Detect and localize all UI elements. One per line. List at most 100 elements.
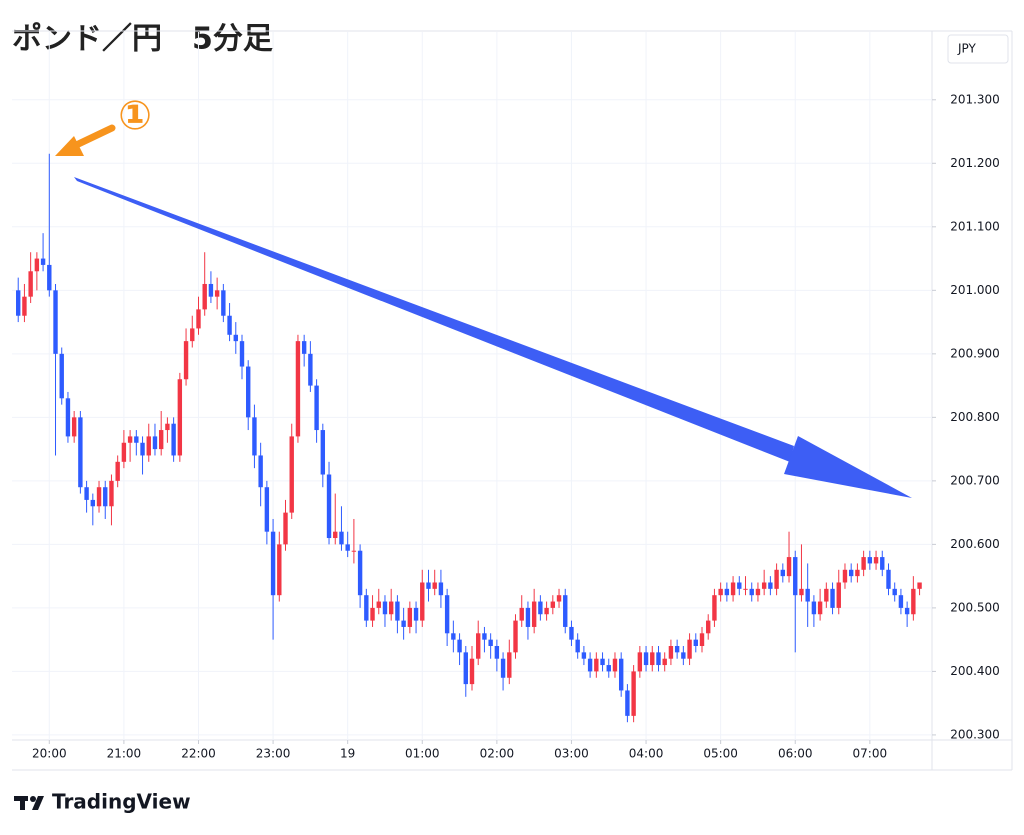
candle-body xyxy=(426,582,431,589)
candle-body xyxy=(444,595,450,634)
candle-body xyxy=(121,442,127,462)
candle-body xyxy=(376,601,381,608)
x-tick-label: 06:00 xyxy=(778,747,813,761)
candle-body xyxy=(904,607,910,615)
candle-body xyxy=(805,588,810,602)
x-tick-label: 07:00 xyxy=(853,747,888,761)
candle-body xyxy=(892,588,897,596)
candle-body xyxy=(382,601,388,615)
candle-body xyxy=(208,283,214,297)
candle-body xyxy=(326,474,332,539)
trend-arrow-head xyxy=(784,436,912,498)
candle-body xyxy=(395,601,400,621)
candle-body xyxy=(34,258,40,272)
candle-body xyxy=(848,569,854,577)
candle-body xyxy=(314,385,319,431)
candle-body xyxy=(842,569,848,583)
candle-body xyxy=(103,487,108,507)
candle-body xyxy=(134,436,139,443)
candle-body xyxy=(581,652,587,659)
candle-body xyxy=(861,557,866,570)
candle-body xyxy=(755,588,761,596)
candle-body xyxy=(656,652,661,666)
candle-body xyxy=(40,258,46,265)
candle-body xyxy=(519,607,524,621)
candle-body xyxy=(295,341,301,437)
candle-body xyxy=(413,607,419,621)
candle-body xyxy=(817,601,823,615)
candle-body xyxy=(600,658,605,666)
candle-body xyxy=(370,607,375,621)
candle-body xyxy=(855,569,860,577)
x-tick-label: 21:00 xyxy=(107,747,142,761)
candle-body xyxy=(246,366,251,418)
candle-body xyxy=(761,582,767,589)
candle-body xyxy=(351,550,357,552)
candle-body xyxy=(674,646,680,653)
candle-body xyxy=(544,607,549,615)
y-tick-label: 200.800 xyxy=(950,410,1000,424)
candle-body xyxy=(687,639,692,659)
candle-body xyxy=(339,531,344,545)
x-tick-label: 04:00 xyxy=(629,747,664,761)
candle-body xyxy=(873,557,879,564)
candle-body xyxy=(637,652,643,672)
candle-body xyxy=(84,487,89,500)
candle-body xyxy=(625,690,630,716)
x-tick-label: 23:00 xyxy=(256,747,291,761)
candle-body xyxy=(811,601,817,615)
candle-body xyxy=(587,658,593,672)
candle-body xyxy=(289,436,294,513)
brand-logo xyxy=(14,796,44,810)
candle-body xyxy=(432,582,437,589)
candle-body xyxy=(457,639,462,653)
candle-body xyxy=(96,487,102,507)
candle-body xyxy=(911,588,916,615)
candle-body xyxy=(650,652,655,666)
candle-body xyxy=(22,296,27,316)
x-tick-label: 03:00 xyxy=(554,747,589,761)
candle-body xyxy=(668,646,674,659)
y-tick-label: 200.300 xyxy=(950,727,1000,741)
y-tick-label: 200.500 xyxy=(950,600,1000,614)
candle-body xyxy=(538,601,543,615)
candle-body xyxy=(718,588,723,596)
candle-body xyxy=(463,652,468,685)
candle-body xyxy=(252,417,257,456)
candle-body xyxy=(730,582,736,596)
candle-body xyxy=(774,569,779,589)
grid xyxy=(12,32,932,740)
candle-body xyxy=(127,436,133,443)
candle-body xyxy=(146,436,151,456)
candle-body xyxy=(202,283,207,310)
candle-body xyxy=(152,436,158,450)
marker-arrow-head xyxy=(55,136,84,156)
y-tick-label: 201.100 xyxy=(950,219,1000,233)
y-tick-label: 201.200 xyxy=(950,156,1000,170)
candle-body xyxy=(264,487,270,532)
candle-body xyxy=(786,557,792,577)
trend-arrow-shaft xyxy=(74,177,794,462)
candle-body xyxy=(780,569,786,577)
candle-body xyxy=(606,665,611,672)
candle-body xyxy=(699,633,705,646)
x-tick-label: 05:00 xyxy=(703,747,738,761)
candle-body xyxy=(320,430,326,475)
currency-box[interactable] xyxy=(947,34,1009,64)
candle-body xyxy=(53,290,58,354)
currency-label: JPY xyxy=(957,42,977,56)
candle-body xyxy=(47,264,52,291)
candle-body xyxy=(749,588,754,596)
candle-body xyxy=(618,658,624,691)
candle-body xyxy=(693,639,698,646)
candle-body xyxy=(643,652,649,666)
candle-body xyxy=(917,582,922,589)
candle-body xyxy=(183,341,189,380)
candle-body xyxy=(451,633,456,640)
candle-body xyxy=(115,461,120,481)
candle-body xyxy=(177,379,183,456)
candle-body xyxy=(364,595,369,621)
candle-body xyxy=(59,353,64,399)
